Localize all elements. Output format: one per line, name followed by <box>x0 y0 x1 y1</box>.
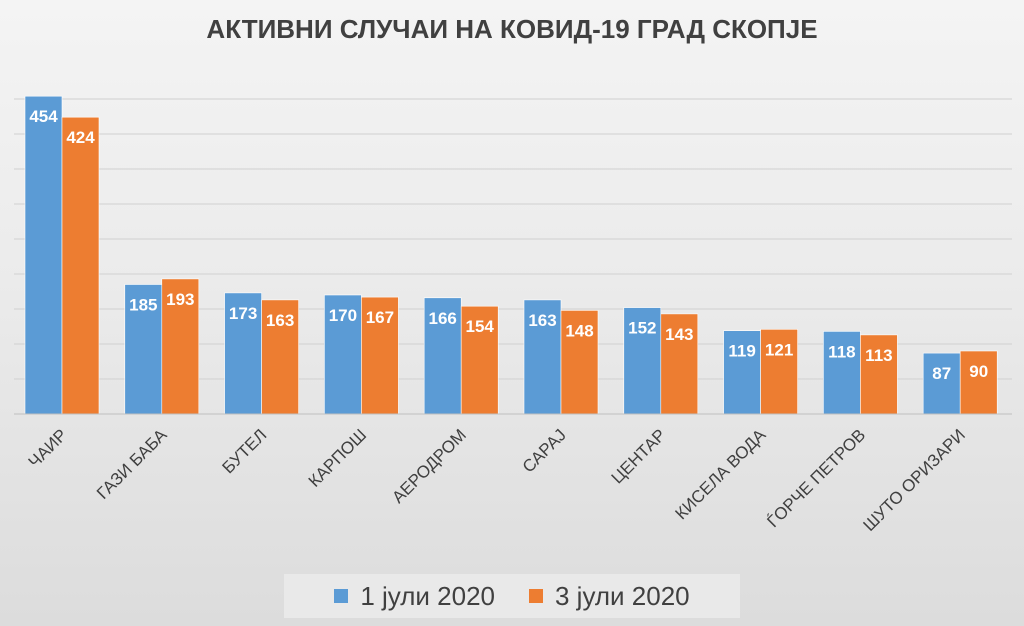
data-label: 113 <box>865 346 892 365</box>
data-label: 163 <box>528 311 556 330</box>
x-tick-label: КАРПОШ <box>305 425 370 490</box>
x-tick-label: ГАЗИ БАБА <box>93 425 171 503</box>
bars <box>24 95 998 415</box>
bar-series-1 <box>723 330 761 415</box>
bar-series-2 <box>61 116 100 415</box>
data-label: 90 <box>969 362 988 381</box>
data-label: 152 <box>628 319 656 338</box>
data-label: 173 <box>229 304 257 323</box>
data-label: 148 <box>565 321 593 340</box>
legend-item: 3 јули 2020 <box>529 581 690 612</box>
data-label: 424 <box>66 128 95 147</box>
x-tick-label: ЃОРЧЕ ПЕТРОВ <box>763 425 869 531</box>
data-label: 87 <box>932 364 951 383</box>
bar-series-1 <box>423 297 462 415</box>
data-label: 170 <box>329 306 357 325</box>
legend-item: 1 јули 2020 <box>334 581 495 612</box>
bar-series-2 <box>361 296 399 415</box>
bar-series-1 <box>922 352 961 415</box>
x-tick-label: ЧАИР <box>25 425 71 471</box>
data-labels: 454 424 185 193 173 163 170 167 166 154 163 148 152 1… <box>29 107 988 383</box>
data-label: 193 <box>166 290 194 309</box>
x-tick-label: ШУТО ОРИЗАРИ <box>859 425 969 535</box>
x-axis-tick-labels: ЧАИР ГАЗИ БАБА БУТЕЛ КАРПОШ АЕРОДРОМ САРАЈ ЦЕН… <box>25 425 969 535</box>
legend-label: 3 јули 2020 <box>555 580 690 611</box>
data-label: 143 <box>665 325 693 344</box>
bar-series-2 <box>959 350 998 415</box>
chart-title: АКТИВНИ СЛУЧАИ НА КОВИД-19 ГРАД СКОПЈЕ <box>206 14 817 44</box>
legend-label: 1 јули 2020 <box>360 580 495 611</box>
x-tick-label: ЦЕНТАР <box>608 425 670 487</box>
data-label: 167 <box>366 308 394 327</box>
data-label: 154 <box>466 317 495 336</box>
bar-series-2 <box>660 313 699 415</box>
data-label: 119 <box>728 342 755 361</box>
x-tick-label: АЕРОДРОМ <box>388 425 470 507</box>
legend-swatch <box>334 589 349 603</box>
bar-series-1 <box>24 95 63 415</box>
bar-series-1 <box>523 299 562 415</box>
x-tick-label: БУТЕЛ <box>218 425 270 477</box>
data-label: 166 <box>429 309 457 328</box>
legend: 1 јули 2020 3 јули 2020 <box>284 574 740 618</box>
bar-series-2 <box>460 305 499 415</box>
bar-series-1 <box>823 331 861 415</box>
x-tick-label: САРАЈ <box>519 425 570 476</box>
bar-series-2 <box>560 310 599 415</box>
data-label: 121 <box>765 340 793 359</box>
x-tick-label: КИСЕЛА ВОДА <box>672 425 770 523</box>
bar-series-1 <box>623 307 662 415</box>
data-label: 163 <box>266 311 294 330</box>
data-label: 118 <box>828 342 855 361</box>
bar-series-2 <box>760 328 798 415</box>
data-label: 185 <box>129 296 157 315</box>
bar-series-2 <box>860 334 898 415</box>
data-label: 454 <box>29 107 58 126</box>
legend-swatch <box>529 589 543 603</box>
